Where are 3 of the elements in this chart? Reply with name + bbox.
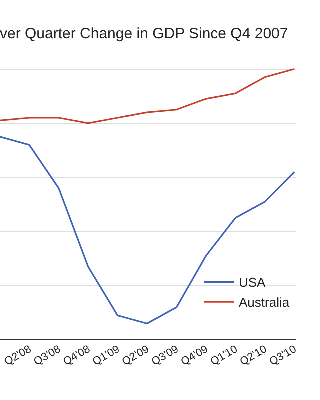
legend-label: Australia: [239, 295, 290, 310]
legend-label: USA: [239, 275, 266, 290]
chart-title: ver Quarter Change in GDP Since Q4 2007: [0, 26, 288, 42]
